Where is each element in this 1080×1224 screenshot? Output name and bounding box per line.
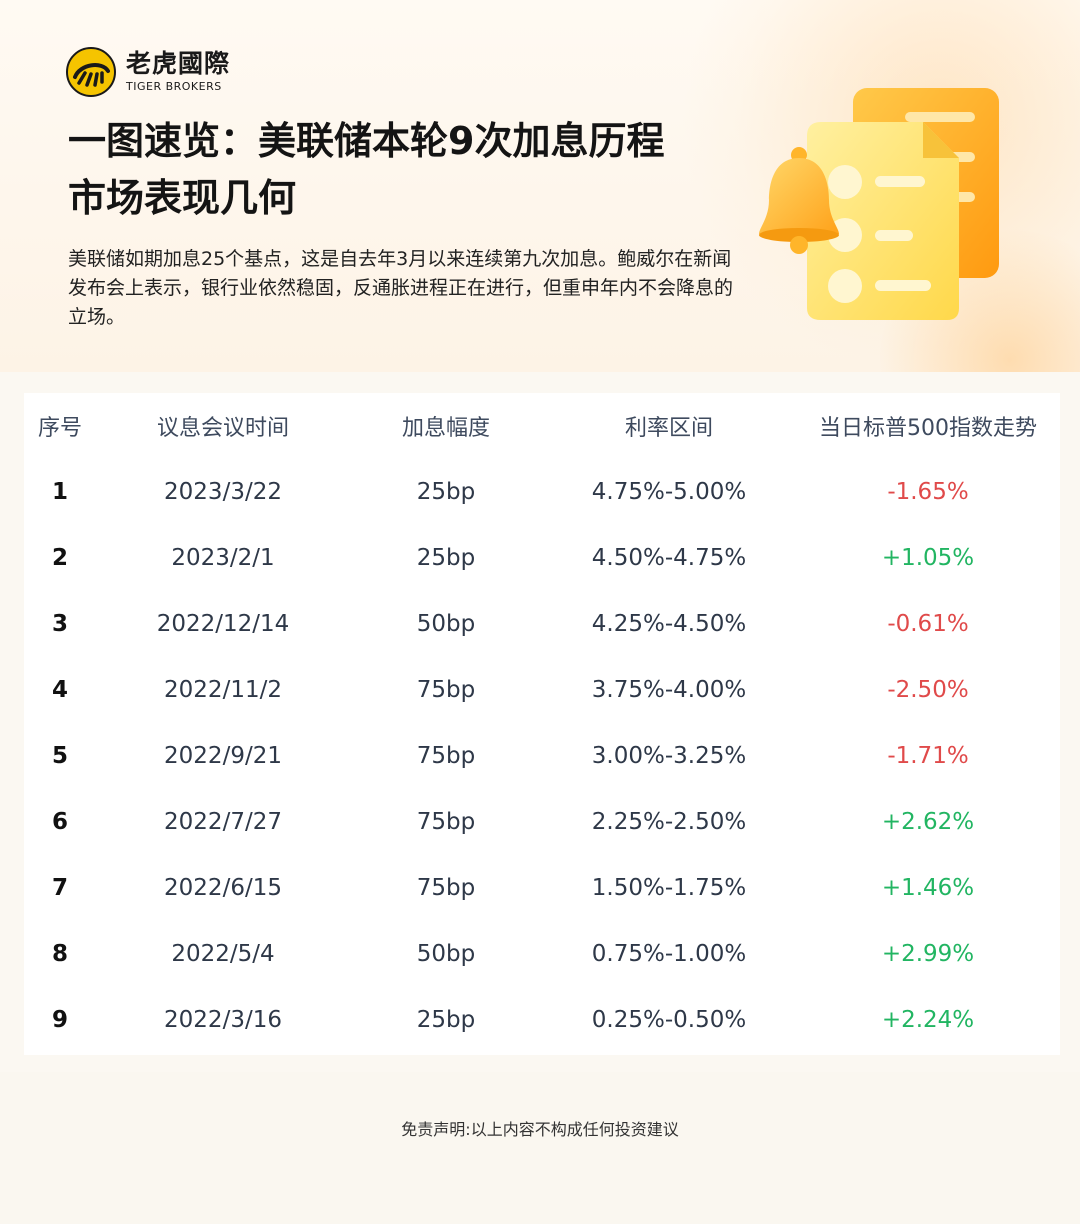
summary-text: 美联储如期加息25个基点，这是自去年3月以来连续第九次加息。鲍威尔在新闻发布会上… <box>68 248 734 328</box>
hike-size-cell: 50bp <box>416 611 476 637</box>
sp500-change-cell: +1.05% <box>881 545 975 571</box>
header-meeting-date: 议息会议时间 <box>156 416 289 441</box>
sp500-change-cell: +1.46% <box>881 875 975 901</box>
table-row: 4 2022/11/2 75bp 3.75%-4.00% -2.50% <box>24 657 1060 723</box>
title-line-1: 一图速览：美联储本轮9次加息历程 <box>68 119 665 163</box>
hike-size-cell: 75bp <box>416 809 476 835</box>
seq-cell: 8 <box>51 941 68 967</box>
hike-size-cell: 75bp <box>416 743 476 769</box>
hike-size-cell: 75bp <box>416 677 476 703</box>
rate-range-cell: 3.75%-4.00% <box>591 677 747 703</box>
rate-range-cell: 0.25%-0.50% <box>591 1007 747 1033</box>
seq-cell: 7 <box>51 875 68 901</box>
rate-range-cell: 0.75%-1.00% <box>591 941 747 967</box>
table-row: 5 2022/9/21 75bp 3.00%-3.25% -1.71% <box>24 723 1060 789</box>
seq-cell: 1 <box>51 479 68 505</box>
seq-cell: 4 <box>51 677 68 703</box>
hike-size-cell: 75bp <box>416 875 476 901</box>
seq-cell: 6 <box>51 809 68 835</box>
rate-hike-table-card: 序号 议息会议时间 加息幅度 利率区间 当日标普500指数走势 1 2023/3/… <box>24 393 1060 1055</box>
page-title: 一图速览：美联储本轮9次加息历程 市场表现几何 <box>68 113 748 227</box>
document-list-icon <box>759 88 999 320</box>
table-row: 1 2023/3/22 25bp 4.75%-5.00% -1.65% <box>24 459 1060 525</box>
tiger-logo-icon <box>66 47 116 97</box>
rate-range-cell: 4.25%-4.50% <box>591 611 747 637</box>
hike-size-cell: 25bp <box>416 479 476 505</box>
meeting-date-cell: 2022/7/27 <box>164 809 282 835</box>
hike-size-cell: 25bp <box>416 1007 476 1033</box>
header-rate-range: 利率区间 <box>624 416 713 441</box>
meeting-date-cell: 2022/5/4 <box>171 941 275 967</box>
sp500-change-cell: +2.24% <box>881 1007 975 1033</box>
footer <box>0 1072 1080 1224</box>
sp500-change-cell: -1.65% <box>887 479 969 505</box>
title-line-2: 市场表现几何 <box>68 176 297 220</box>
rate-range-cell: 2.25%-2.50% <box>591 809 747 835</box>
header-sp500-change: 当日标普500指数走势 <box>819 416 1037 441</box>
meeting-date-cell: 2023/2/1 <box>171 545 275 571</box>
sp500-change-cell: +2.62% <box>881 809 975 835</box>
table-row: 9 2022/3/16 25bp 0.25%-0.50% +2.24% <box>24 987 1060 1053</box>
meeting-date-cell: 2022/9/21 <box>164 743 282 769</box>
sp500-change-cell: -2.50% <box>887 677 969 703</box>
table-row: 7 2022/6/15 75bp 1.50%-1.75% +1.46% <box>24 855 1060 921</box>
seq-cell: 3 <box>51 611 68 637</box>
header-hike-size: 加息幅度 <box>401 416 490 441</box>
sp500-change-cell: -0.61% <box>887 611 969 637</box>
hike-size-cell: 50bp <box>416 941 476 967</box>
disclaimer-text: 免责声明:以上内容不构成任何投资建议 <box>401 1120 679 1139</box>
meeting-date-cell: 2023/3/22 <box>164 479 282 505</box>
seq-cell: 2 <box>51 545 68 571</box>
bell-icon <box>759 147 839 254</box>
rate-range-cell: 4.50%-4.75% <box>591 545 747 571</box>
table-row: 2 2023/2/1 25bp 4.50%-4.75% +1.05% <box>24 525 1060 591</box>
header-seq: 序号 <box>37 416 82 441</box>
meeting-date-cell: 2022/11/2 <box>164 677 282 703</box>
meeting-date-cell: 2022/3/16 <box>164 1007 282 1033</box>
rate-range-cell: 3.00%-3.25% <box>591 743 747 769</box>
brand-logo[interactable]: 老虎國際 TIGER BROKERS <box>66 47 230 97</box>
hike-size-cell: 25bp <box>416 545 476 571</box>
rate-range-cell: 4.75%-5.00% <box>591 479 747 505</box>
brand-name-en: TIGER BROKERS <box>126 80 222 93</box>
table-header-row: 序号 议息会议时间 加息幅度 利率区间 当日标普500指数走势 <box>24 393 1060 459</box>
brand-name-cn: 老虎國際 <box>126 49 231 78</box>
seq-cell: 5 <box>51 743 68 769</box>
meeting-date-cell: 2022/12/14 <box>156 611 290 637</box>
table-row: 3 2022/12/14 50bp 4.25%-4.50% -0.61% <box>24 591 1060 657</box>
rate-hike-table: 序号 议息会议时间 加息幅度 利率区间 当日标普500指数走势 1 2023/3/… <box>24 393 1060 1053</box>
table-row: 8 2022/5/4 50bp 0.75%-1.00% +2.99% <box>24 921 1060 987</box>
meeting-date-cell: 2022/6/15 <box>164 875 282 901</box>
table-row: 6 2022/7/27 75bp 2.25%-2.50% +2.62% <box>24 789 1060 855</box>
seq-cell: 9 <box>51 1007 68 1033</box>
rate-range-cell: 1.50%-1.75% <box>591 875 747 901</box>
sp500-change-cell: +2.99% <box>881 941 975 967</box>
sp500-change-cell: -1.71% <box>887 743 969 769</box>
